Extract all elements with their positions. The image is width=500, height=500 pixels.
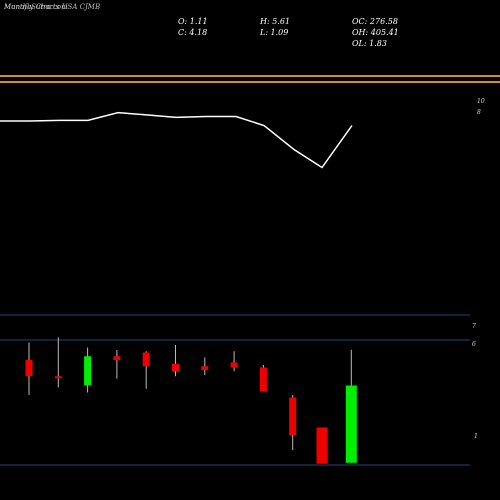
- stat-oh: OH: 405.41: [352, 28, 399, 37]
- candle-body-0: [25, 360, 33, 377]
- upper-label-bottom: 8: [477, 109, 481, 116]
- candle-body-1: [54, 376, 62, 379]
- chart-subtitle: Monthly Charts USA CJMB: [3, 3, 100, 11]
- series-line: [0, 111, 353, 169]
- candle-body-4: [142, 352, 150, 367]
- candle-body-5: [172, 363, 179, 372]
- candle-body-2: [84, 356, 92, 385]
- lower-panel: [0, 314, 470, 466]
- lower-tick-1: 1: [474, 433, 478, 440]
- stat-high: H: 5.61: [259, 17, 290, 26]
- candle-body-6: [201, 366, 209, 370]
- candle-body-11: [345, 385, 357, 463]
- lower-tick-7: 7: [472, 323, 476, 330]
- candle-body-8: [259, 367, 267, 392]
- stat-open: O: 1.11: [178, 17, 208, 26]
- chart-title: MunafaSutra.com: [3, 3, 68, 11]
- stat-close: C: 4.18: [178, 28, 207, 37]
- upper-label-top: 10: [477, 98, 485, 105]
- candle-body-9: [289, 397, 297, 435]
- stat-ol: OL: 1.83: [352, 39, 387, 48]
- lower-tick-6: 6: [472, 341, 476, 348]
- stat-low: L: 1.09: [259, 28, 288, 37]
- candle-body-7: [230, 362, 238, 368]
- upper-panel: [0, 75, 500, 169]
- stat-oc: OC: 276.58: [352, 17, 398, 26]
- candle-body-3: [113, 356, 121, 360]
- candle-body-10: [316, 427, 328, 464]
